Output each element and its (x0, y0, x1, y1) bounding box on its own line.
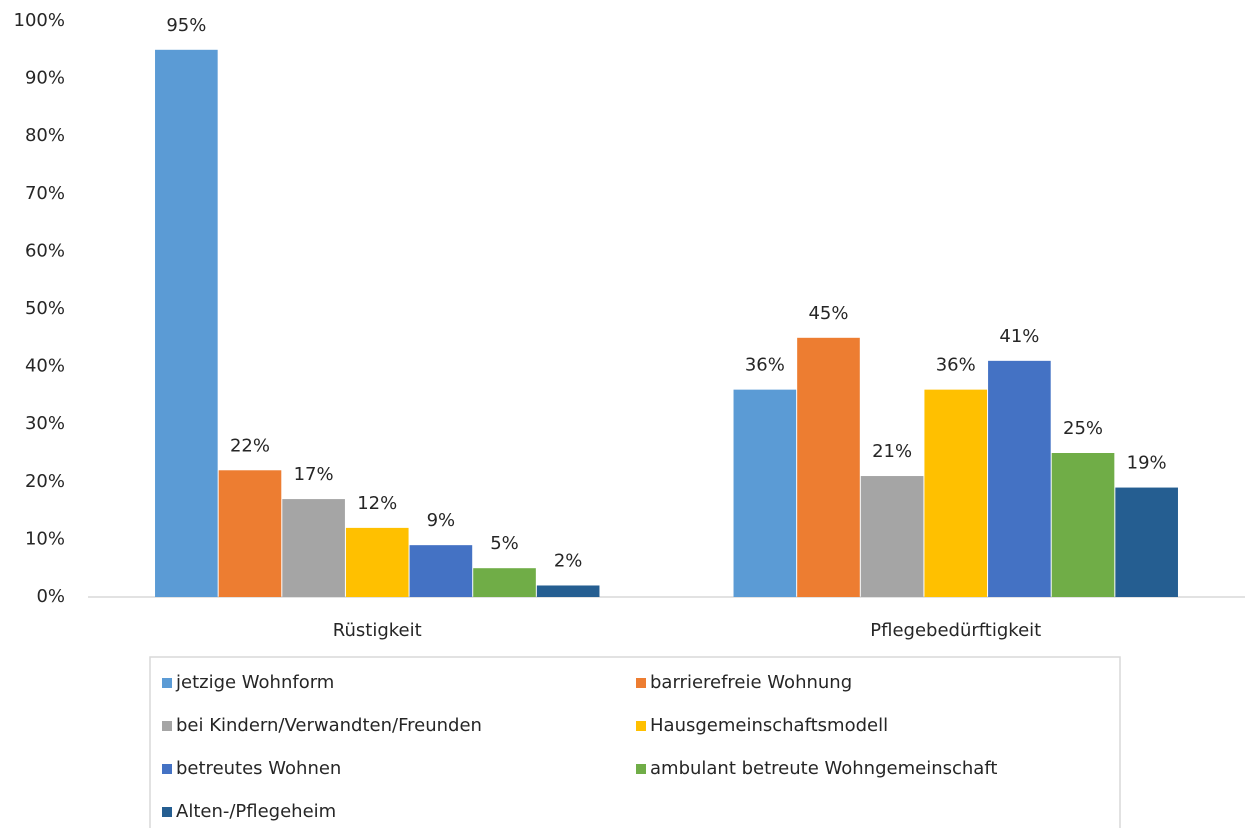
data-label: 2% (554, 550, 583, 571)
data-label: 22% (230, 435, 270, 456)
x-tick-label: Pflegebedürftigkeit (870, 620, 1041, 641)
data-label: 17% (294, 464, 334, 485)
legend-label: Hausgemeinschaftsmodell (650, 715, 888, 736)
legend-swatch (636, 678, 646, 688)
legend-swatch (636, 721, 646, 731)
y-tick-label: 100% (14, 10, 65, 31)
y-tick-label: 0% (36, 586, 65, 607)
bar (409, 545, 473, 597)
bar (924, 389, 988, 597)
legend-label: Alten-/Pflegeheim (176, 801, 336, 822)
legend-swatch (636, 764, 646, 774)
y-tick-label: 80% (25, 125, 65, 146)
data-label: 95% (166, 15, 206, 36)
legend-label: ambulant betreute Wohngemeinschaft (650, 758, 997, 779)
y-tick-label: 90% (25, 68, 65, 89)
legend-swatch (162, 678, 172, 688)
legend-swatch (162, 764, 172, 774)
legend-label: bei Kindern/Verwandten/Freunden (176, 715, 482, 736)
data-label: 12% (357, 493, 397, 514)
bar (536, 585, 600, 597)
y-tick-label: 60% (25, 240, 65, 261)
legend-label: barrierefreie Wohnung (650, 672, 852, 693)
data-label: 25% (1063, 418, 1103, 439)
legend-swatch (162, 807, 172, 817)
y-tick-label: 20% (25, 471, 65, 492)
legend-swatch (162, 721, 172, 731)
data-label: 41% (999, 326, 1039, 347)
bar (988, 360, 1051, 597)
data-label: 9% (427, 510, 456, 531)
bar (218, 470, 282, 597)
legend-label: betreutes Wohnen (176, 758, 341, 779)
data-label: 45% (808, 303, 848, 324)
data-label: 21% (872, 441, 912, 462)
data-label: 36% (745, 355, 785, 376)
bar (860, 476, 924, 597)
y-tick-label: 30% (25, 413, 65, 434)
bar (1051, 453, 1115, 597)
y-tick-label: 50% (25, 298, 65, 319)
bar (797, 337, 860, 597)
data-label: 19% (1127, 453, 1167, 474)
data-label: 5% (490, 533, 519, 554)
bar (1115, 487, 1178, 597)
data-label: 36% (936, 355, 976, 376)
bar (733, 389, 797, 597)
legend-label: jetzige Wohnform (175, 672, 334, 693)
bar (345, 527, 409, 597)
y-tick-label: 10% (25, 528, 65, 549)
x-tick-label: Rüstigkeit (333, 620, 422, 641)
bar (155, 49, 218, 598)
legend-box (149, 656, 1121, 828)
bar (473, 568, 536, 597)
bar (282, 499, 345, 597)
y-tick-label: 70% (25, 183, 65, 204)
y-tick-label: 40% (25, 356, 65, 377)
